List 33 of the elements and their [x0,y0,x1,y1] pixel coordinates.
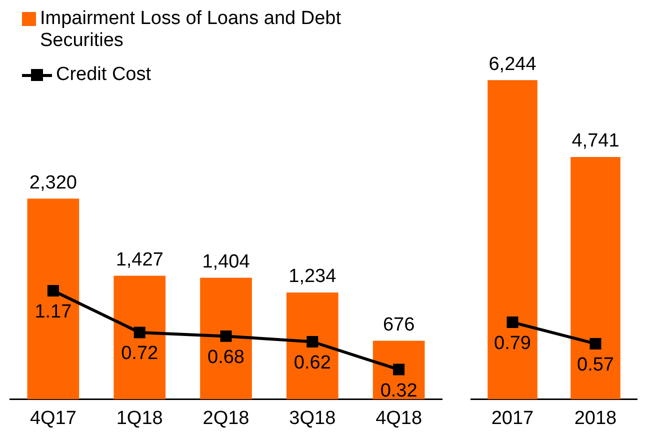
point [220,330,232,342]
x-tick-label: 3Q18 [289,408,336,429]
bar [27,198,80,400]
x-tick-label: 2Q18 [202,408,250,429]
bar [372,340,425,400]
data-label: 0.32 [380,380,418,402]
data-label: 1.17 [34,302,72,323]
data-label: 2,320 [29,172,77,194]
bar [286,292,338,400]
data-label: 676 [382,314,415,336]
point [306,336,318,348]
data-label: 1,234 [288,266,337,288]
data-label: 0.79 [494,333,531,354]
data-label: 0.62 [294,352,331,374]
x-tick-label: 2018 [574,408,617,429]
legend-label: Impairment Loss of Loans and Debt Securities [40,8,342,52]
x-tick-label: 2017 [491,408,534,429]
data-label: 0.57 [577,354,614,376]
point [134,326,146,338]
data-label: 4,741 [572,130,620,152]
x-tick-label: 4Q17 [30,408,76,429]
legend-label: Credit Cost [56,64,152,86]
x-tick-label: 4Q18 [376,408,422,429]
data-label: 0.72 [121,343,158,364]
x-tick-label: 1Q18 [116,408,163,429]
data-label: 1,427 [116,250,164,271]
point [393,364,405,376]
point [47,285,59,297]
bar [114,276,166,400]
data-label: 6,244 [488,54,537,75]
bar [200,278,252,400]
data-label: 1,404 [202,252,250,273]
data-label: 0.68 [208,346,244,368]
